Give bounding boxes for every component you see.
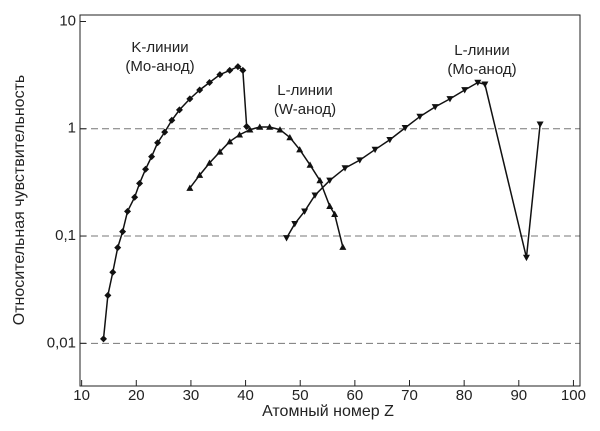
marker bbox=[142, 165, 150, 173]
marker bbox=[99, 335, 107, 343]
marker bbox=[119, 228, 127, 236]
marker bbox=[283, 235, 291, 242]
marker bbox=[316, 176, 324, 184]
marker bbox=[301, 208, 309, 215]
annotation: L-линии bbox=[454, 42, 510, 59]
marker bbox=[234, 63, 242, 71]
marker bbox=[168, 116, 176, 124]
x-tick-label: 50 bbox=[292, 387, 309, 404]
x-tick-label: 90 bbox=[510, 387, 527, 404]
marker bbox=[339, 243, 347, 250]
annotation: K-линии bbox=[131, 39, 188, 56]
marker bbox=[276, 126, 284, 133]
marker bbox=[326, 177, 334, 184]
series-line bbox=[102, 65, 248, 339]
marker bbox=[239, 66, 247, 74]
marker bbox=[356, 157, 364, 164]
marker bbox=[474, 79, 482, 87]
marker bbox=[216, 71, 224, 79]
marker bbox=[186, 184, 194, 191]
marker bbox=[216, 148, 224, 155]
x-tick-label: 60 bbox=[347, 387, 364, 404]
y-tick-label: 10 bbox=[59, 12, 76, 29]
annotation: (Mo-анод) bbox=[125, 58, 194, 75]
marker bbox=[148, 153, 156, 161]
x-tick-label: 10 bbox=[73, 387, 90, 404]
marker bbox=[256, 123, 264, 130]
annotation: (W-анод) bbox=[274, 101, 336, 118]
marker bbox=[154, 139, 162, 147]
plot-frame bbox=[79, 14, 581, 387]
marker bbox=[401, 125, 409, 132]
marker bbox=[109, 268, 117, 276]
x-tick-label: 80 bbox=[456, 387, 473, 404]
marker bbox=[236, 131, 244, 138]
marker bbox=[186, 95, 194, 103]
marker bbox=[196, 86, 204, 94]
marker bbox=[114, 244, 122, 252]
marker bbox=[481, 81, 489, 88]
marker bbox=[196, 171, 204, 178]
marker bbox=[226, 138, 234, 145]
marker bbox=[431, 104, 439, 111]
marker bbox=[536, 121, 544, 128]
series-line bbox=[189, 126, 344, 248]
marker bbox=[206, 79, 214, 87]
marker bbox=[175, 106, 183, 114]
x-tick-label: 100 bbox=[561, 387, 586, 404]
marker bbox=[331, 210, 339, 217]
marker bbox=[522, 254, 530, 262]
marker bbox=[416, 113, 424, 121]
annotation: L-линии bbox=[277, 82, 333, 99]
marker bbox=[136, 179, 144, 187]
marker bbox=[311, 192, 319, 199]
marker bbox=[326, 202, 334, 209]
marker bbox=[206, 159, 214, 166]
x-tick-label: 20 bbox=[128, 387, 145, 404]
marker bbox=[306, 161, 314, 168]
annotation: (Mo-анод) bbox=[447, 61, 516, 78]
y-tick-label: 0,01 bbox=[47, 334, 76, 351]
marker bbox=[291, 221, 299, 228]
marker bbox=[131, 193, 139, 201]
marker bbox=[386, 136, 394, 144]
marker bbox=[461, 87, 469, 94]
marker bbox=[124, 207, 132, 215]
marker bbox=[243, 123, 251, 131]
x-tick-label: 70 bbox=[401, 387, 418, 404]
y-tick-label: 0,1 bbox=[55, 227, 76, 244]
marker bbox=[341, 165, 349, 172]
x-tick-label: 30 bbox=[183, 387, 200, 404]
marker bbox=[371, 146, 379, 154]
marker bbox=[266, 123, 274, 130]
x-axis-label: Атомный номер Z bbox=[262, 403, 394, 420]
marker bbox=[226, 66, 234, 74]
marker bbox=[161, 128, 169, 136]
marker bbox=[246, 126, 254, 133]
marker bbox=[104, 291, 112, 299]
x-tick-label: 40 bbox=[237, 387, 254, 404]
marker bbox=[446, 96, 454, 103]
y-axis-label: Относительная чувствительность bbox=[11, 75, 28, 325]
marker bbox=[286, 133, 294, 141]
y-tick-label: 1 bbox=[68, 120, 76, 137]
marker bbox=[296, 146, 304, 153]
